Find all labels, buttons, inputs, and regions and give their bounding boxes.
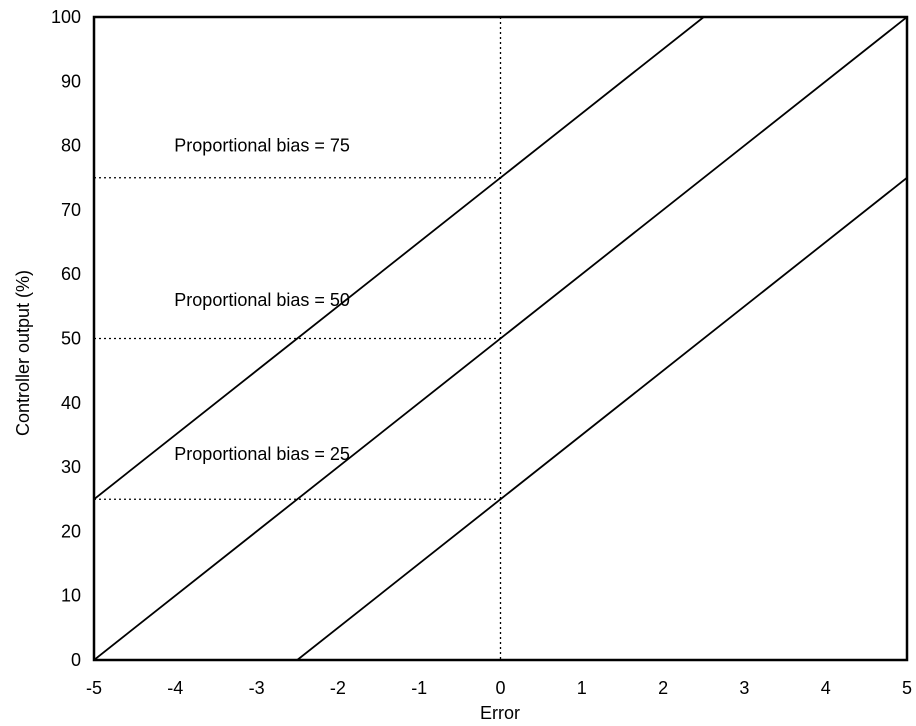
x-tick-labels: -5 -4 -3 -2 -1 0 1 2 3 4 5 — [86, 678, 912, 698]
annotations: Proportional bias = 75 Proportional bias … — [174, 136, 350, 465]
annotation-label: Proportional bias = 50 — [174, 290, 350, 310]
x-tick-label: 5 — [902, 678, 912, 698]
y-tick-label: 0 — [71, 650, 81, 670]
x-tick-label: -4 — [167, 678, 183, 698]
series-line-2 — [94, 17, 907, 660]
plot-layer — [94, 17, 907, 660]
annotation-label: Proportional bias = 25 — [174, 444, 350, 464]
x-tick-label: 4 — [821, 678, 831, 698]
y-tick-labels: 0 10 20 30 40 50 60 70 80 90 100 — [51, 7, 81, 670]
x-tick-label: -1 — [411, 678, 427, 698]
y-tick-label: 30 — [61, 457, 81, 477]
y-tick-label: 60 — [61, 264, 81, 284]
y-axis-label: Controller output (%) — [13, 270, 33, 436]
series-line-1 — [94, 17, 705, 500]
x-axis-label: Error — [480, 703, 520, 723]
y-tick-label: 80 — [61, 136, 81, 156]
y-tick-label: 10 — [61, 586, 81, 606]
x-tick-label: -3 — [249, 678, 265, 698]
x-tick-label: 1 — [577, 678, 587, 698]
plot-frame — [92, 15, 909, 662]
y-tick-label: 40 — [61, 393, 81, 413]
y-tick-label: 50 — [61, 329, 81, 349]
annotation-label: Proportional bias = 75 — [174, 136, 350, 156]
y-tick-label: 70 — [61, 200, 81, 220]
y-tick-label: 20 — [61, 521, 81, 541]
x-tick-label: 3 — [739, 678, 749, 698]
x-tick-label: 0 — [495, 678, 505, 698]
x-tick-label: -5 — [86, 678, 102, 698]
x-tick-label: 2 — [658, 678, 668, 698]
x-tick-label: -2 — [330, 678, 346, 698]
y-tick-label: 100 — [51, 7, 81, 27]
y-tick-label: 90 — [61, 71, 81, 91]
series-line-3 — [296, 177, 907, 660]
